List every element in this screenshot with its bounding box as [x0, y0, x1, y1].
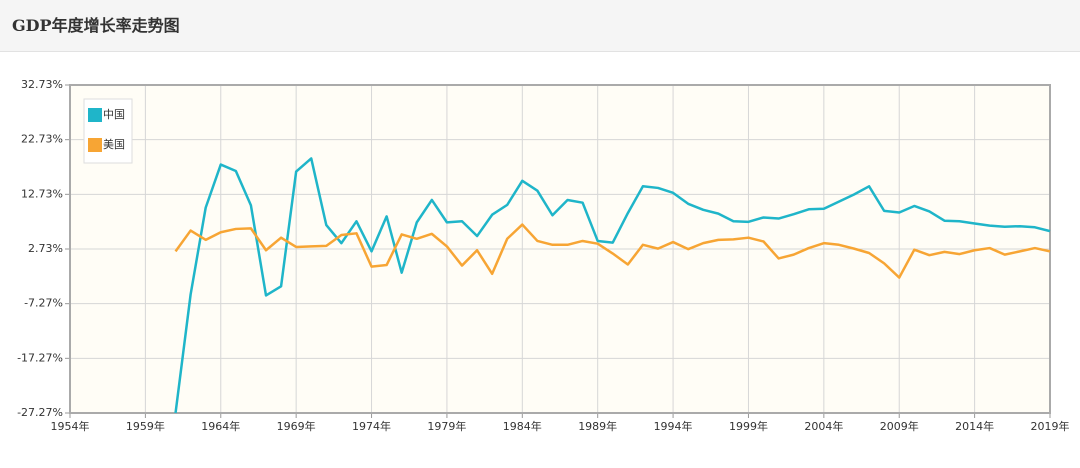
- y-tick-label: 2.73%: [28, 242, 63, 255]
- x-tick-label: 1984年: [503, 419, 542, 433]
- x-tick-label: 1969年: [277, 419, 316, 433]
- x-tick-label: 2009年: [880, 419, 919, 433]
- panel-header: GDP年度增长率走势图: [0, 0, 1080, 52]
- plot-border: [69, 84, 1051, 414]
- x-tick-label: 2019年: [1031, 419, 1070, 433]
- chart: -27.27% -17.27% -7.27% 2.73% 12.73% 22.73% 32.…: [17, 78, 1070, 433]
- x-tick-label: 1999年: [729, 419, 768, 433]
- y-tick-label: 22.73%: [21, 133, 63, 146]
- x-tick-label: 1959年: [126, 419, 165, 433]
- series-line: [174, 157, 1051, 414]
- y-tick-label: 32.73%: [21, 78, 63, 91]
- legend-label: 美国: [103, 138, 125, 151]
- y-tick-label: 12.73%: [21, 187, 63, 200]
- y-tick-label: -27.27%: [17, 406, 63, 419]
- x-tick-label: 1974年: [352, 419, 391, 433]
- series-line: [174, 223, 1051, 279]
- legend-label: 中国: [103, 108, 125, 121]
- x-tick-label: 2014年: [955, 419, 994, 433]
- y-tick-label: -17.27%: [17, 351, 63, 364]
- legend-swatch: [88, 108, 102, 122]
- x-tick-label: 1989年: [578, 419, 617, 433]
- x-tick-label: 1964年: [201, 419, 240, 433]
- x-tick-label: 2004年: [804, 419, 843, 433]
- y-tick-label: -7.27%: [24, 297, 63, 310]
- panel-title: GDP年度增长率走势图: [12, 16, 180, 35]
- x-tick-label: 1954年: [51, 419, 90, 433]
- x-tick-label: 1979年: [427, 419, 466, 433]
- x-tick-label: 1994年: [654, 419, 693, 433]
- legend-swatch: [88, 138, 102, 152]
